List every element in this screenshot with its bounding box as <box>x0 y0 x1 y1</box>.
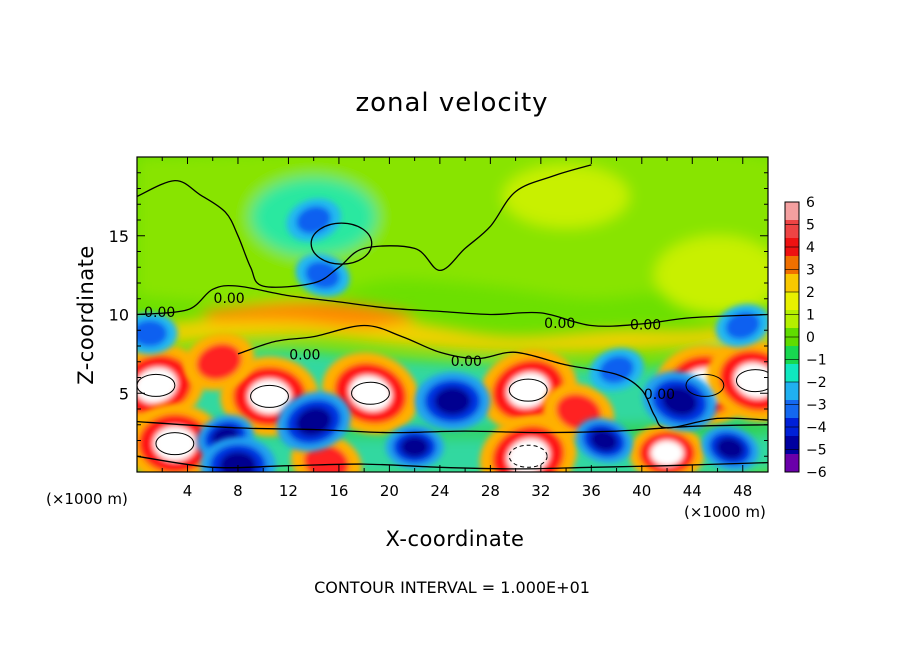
colorbar-swatch <box>785 220 799 239</box>
zero-contour <box>137 164 592 288</box>
colorbar-swatch <box>785 382 799 401</box>
contour-label: 0.00 <box>451 354 482 370</box>
negative-anomaly <box>385 425 444 469</box>
negative-anomaly <box>642 371 717 432</box>
y-tick-label: 5 <box>119 384 129 403</box>
anomaly-ring <box>296 206 331 234</box>
anomaly-ring <box>507 438 550 472</box>
extremum-contour <box>137 373 176 397</box>
contour-labels: 0.00 0.00 0.00 0.00 0.00 0.00 0.00 <box>144 291 675 403</box>
contour-label: 0.00 <box>289 347 320 363</box>
contour-label: 0.00 <box>644 387 675 403</box>
colorbar-tick-label: 5 <box>806 218 815 234</box>
orange-band <box>200 301 415 328</box>
positive-anomaly <box>183 333 255 391</box>
negative-anomaly <box>414 372 491 431</box>
contour-label: 0.00 <box>630 318 661 334</box>
colorbar-tick-label: 2 <box>806 285 815 301</box>
colorbar-swatch <box>785 400 799 419</box>
extremum-contour <box>735 369 768 393</box>
contour-interval-label: CONTOUR INTERVAL = 1.000E+01 <box>314 578 590 597</box>
yellow-patch-right <box>654 235 768 315</box>
colorbar-swatch <box>785 364 799 383</box>
anomaly-ring <box>434 387 471 415</box>
colorbar-tick-label: 6 <box>806 195 815 211</box>
colorbar-swatch <box>785 256 799 275</box>
colorbar-swatch <box>785 292 799 311</box>
chart-title: zonal velocity <box>355 88 549 118</box>
colorbar-swatch <box>785 202 799 221</box>
x-tick-label: 24 <box>430 482 449 500</box>
negative-anomaly <box>200 436 276 472</box>
x-axis-label: X-coordinate <box>385 527 525 551</box>
anomaly-ring <box>661 386 698 416</box>
zero-contour <box>237 324 768 429</box>
heatmap-plot-area <box>137 157 768 472</box>
colorbar-swatch <box>785 310 799 329</box>
colorbar-tick-label: −5 <box>806 443 827 459</box>
negative-anomaly <box>701 425 759 471</box>
extremum-contour <box>155 432 195 456</box>
negative-anomaly <box>286 198 341 242</box>
zero-contour <box>137 284 768 327</box>
x-tick-label: 44 <box>683 482 702 500</box>
x-tick-label: 40 <box>632 482 651 500</box>
colorbar-swatch <box>785 436 799 455</box>
colorbar-tick-label: −2 <box>806 375 827 391</box>
contour-label: 0.00 <box>214 291 245 307</box>
colorbar-swatch <box>785 454 799 473</box>
extremum-contour <box>351 381 390 405</box>
anomaly-ring <box>137 320 168 347</box>
x-tick-label: 12 <box>279 482 298 500</box>
x-tick-label: 36 <box>582 482 601 500</box>
colorbar-tick-label: 4 <box>806 240 815 256</box>
anomaly-ring <box>305 261 340 289</box>
negative-anomaly <box>137 312 178 355</box>
colorbar-swatch <box>785 346 799 365</box>
x-tick-label: 8 <box>233 482 243 500</box>
colorbar-tick-label: 0 <box>806 330 815 346</box>
x-tick-label: 48 <box>733 482 752 500</box>
anomaly-ring <box>599 355 634 384</box>
anomaly-ring <box>400 436 429 458</box>
contour-label: 0.00 <box>544 316 575 332</box>
x-unit-label-left: (×1000 m) <box>46 490 128 508</box>
colorbar-tick-label: −4 <box>806 420 827 436</box>
y-tick-label: 10 <box>109 306 129 325</box>
yellow-patch-upper <box>502 164 630 228</box>
y-axis-label: Z-coordinate <box>74 245 98 385</box>
anomaly-ring <box>196 343 242 380</box>
x-tick-label: 32 <box>531 482 550 500</box>
anomaly-ring <box>650 440 684 466</box>
colorbar-tick-label: 1 <box>806 308 815 324</box>
colorbar-tick-label: −1 <box>806 353 827 369</box>
x-tick-label: 20 <box>380 482 399 500</box>
x-unit-label-right: (×1000 m) <box>684 503 766 521</box>
anomaly-ring <box>153 426 197 461</box>
colorbar-tick-label: 3 <box>806 263 815 279</box>
extremum-contour <box>508 378 548 402</box>
colorbar-tick-label: −6 <box>806 465 827 481</box>
x-tick-label: 28 <box>481 482 500 500</box>
extremum-contour <box>685 373 725 397</box>
colorbar-tick-label: −3 <box>806 398 827 414</box>
contour-label: 0.00 <box>144 305 175 321</box>
zero-contour <box>137 420 768 434</box>
x-tick-label: 4 <box>183 482 193 500</box>
anomaly-ring <box>590 429 618 452</box>
colorbar-swatch <box>785 274 799 293</box>
positive-anomaly <box>479 415 577 472</box>
anomaly-ring <box>725 311 761 340</box>
positive-anomaly <box>629 424 705 472</box>
x-tick-label: 16 <box>329 482 348 500</box>
extremum-contour <box>508 444 548 468</box>
extremum-contour <box>250 384 289 408</box>
colorbar: 6 5 4 3 2 1 0 −1 −2 −3 −4 −5 −6 <box>784 195 827 481</box>
anomaly-ring <box>716 437 744 460</box>
y-tick-label: 15 <box>109 227 129 246</box>
closed-contour <box>310 222 373 265</box>
